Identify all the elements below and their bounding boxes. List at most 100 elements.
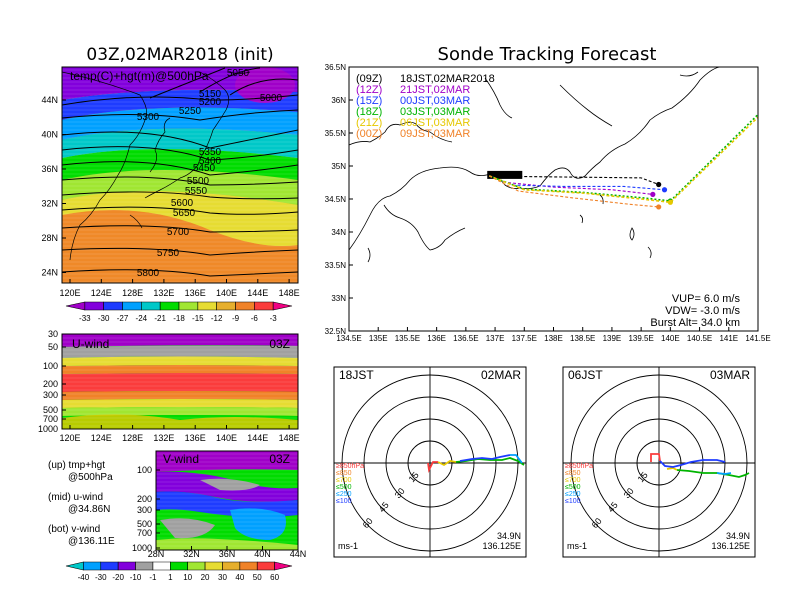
vup-param: VUP= 6.0 m/s [672,293,741,305]
track-lon-ticks: 134.5E 135E 135.5E 136E 136.5E 137E 137.5E 138E… [336,327,771,343]
track-lat-label: 34N [331,228,346,237]
map-overlay-label: temp(C)+hgt(m)@500hPa [70,69,209,83]
level-label: ≤250 [565,491,581,498]
wind-colorbar-label: -1 [149,573,157,582]
track-lat-label: 36N [331,96,346,105]
u-x-label: 124E [91,433,112,443]
legend-mid-line2: @34.86N [68,504,110,515]
level-label: ≤500 [565,484,581,491]
legend-time: 21JST,02MAR [400,84,470,96]
track-lon-label: 135E [369,334,388,343]
track-line [488,175,659,208]
wind-colorbar-swatch [135,561,154,571]
u-y-label: 1000 [38,424,58,434]
contour-label: 5150 [199,89,222,100]
panel-legend: (up) tmp+hgt @500hPa (mid) u-wind @34.86… [48,460,115,547]
v-y-label: 1000 [132,543,152,553]
map-lat-ticks: 44N 40N 36N 32N 28N 24N [41,95,66,278]
v-wind-time: 03Z [269,452,290,466]
hodograph-date: 02MAR [481,368,521,382]
v-y-label: 200 [137,494,152,504]
level-label: ≤850 [336,470,352,477]
legend-bot-line1: (bot) v-wind [48,524,100,535]
wind-colorbar-label: 10 [183,573,192,582]
ring-label: 30 [393,486,407,500]
level-label: ≤850 [565,470,581,477]
track-lat-label: 33.5N [325,261,347,270]
hodograph-trace [510,454,523,464]
map-lon-label: 120E [59,288,80,298]
wind-colorbar-swatch [204,561,223,571]
ring-label: 60 [590,516,604,530]
map-lat-label: 24N [41,268,58,278]
u-y-label: 300 [43,390,58,400]
map-lat-label: 28N [41,233,58,243]
track-lon-label: 137E [486,334,505,343]
contour-label: 5750 [157,248,180,259]
track-lon-label: 138.5E [570,334,595,343]
track-lat-ticks: 36.5N 36N 35.5N 35N 34.5N 34N 33.5N 33N 32.5N [325,63,353,336]
hodograph-trace [437,460,457,467]
hodograph-trace [666,467,678,471]
wind-colorbar-label: -10 [130,573,142,582]
track-lon-label: 139E [603,334,622,343]
v-x-label: 44N [290,549,307,559]
colorbar-label: -3 [270,314,278,323]
track-lon-label: 140E [661,334,680,343]
left-title: 03Z,02MAR2018 (init) [86,45,273,65]
track-lon-label: 134.5E [336,334,361,343]
v-y-label: 500 [137,519,152,529]
track-lon-label: 141.5E [745,334,770,343]
legend-run: (18Z) [356,106,382,118]
colorbar-label: -27 [117,314,129,323]
u-wind-time: 03Z [269,337,290,351]
wind-colorbar-label: 60 [270,573,279,582]
ring-label: 15 [636,470,650,484]
legend-time: 03JST,03MAR [400,106,470,118]
legend-up-line2: @500hPa [68,472,113,483]
temp-height-map: temp(C)+hgt(m)@500hPa 5000 5050 5150520052… [41,66,300,298]
ring-label: 45 [377,500,391,514]
wind-colorbar-swatch [274,561,293,571]
wind-colorbar-swatch [117,561,136,571]
v-x-label: 32N [183,549,200,559]
track-legend: (09Z) 18JST,02MAR2018 (12Z) 21JST,02MAR (15Z… [356,73,495,140]
landing-point [661,187,668,193]
u-x-label: 120E [59,433,80,443]
sonde-track-panel: (09Z) 18JST,02MAR2018 (12Z) 21JST,02MAR (15Z… [325,63,771,343]
contour-label: 5600 [171,198,194,209]
wind-colorbar-swatch [100,561,119,571]
burst-param: Burst Alt= 34.0 km [650,317,740,329]
v-wind-label: V-wind [163,452,199,466]
colorbar-label: -9 [232,314,240,323]
contour-label: 5250 [179,106,202,117]
colorbar-label: -24 [136,314,148,323]
map-lat-label: 32N [41,199,58,209]
contour-label: 5650 [173,208,196,219]
ring-label: 45 [606,500,620,514]
wind-colorbar-swatch [152,561,171,571]
contour-label: 5000 [260,93,283,104]
launch-cluster [487,170,523,179]
contour-label: 5200 [199,97,222,108]
legend-run: (09Z) [356,73,382,85]
colorbar-swatch [122,301,142,311]
v-y-label: 100 [137,465,152,475]
hodograph-unit: ms-1 [338,541,358,551]
hodograph-trace [659,459,726,468]
u-y-label: 50 [48,342,58,352]
wind-colorbar-label: 40 [235,573,244,582]
colorbar-label: -6 [251,314,259,323]
legend-run: (12Z) [356,84,382,96]
map-lon-ticks: 120E 124E 128E 132E 136E 140E 144E 148E [59,279,300,298]
legend-run: (21Z) [356,117,382,129]
level-label: ≥850hPa [336,463,364,470]
legend-bot-line2: @136.11E [68,536,115,547]
track-lat-label: 34.5N [325,195,347,204]
colorbar-swatch [84,301,104,311]
contour-label: 5500 [187,176,210,187]
